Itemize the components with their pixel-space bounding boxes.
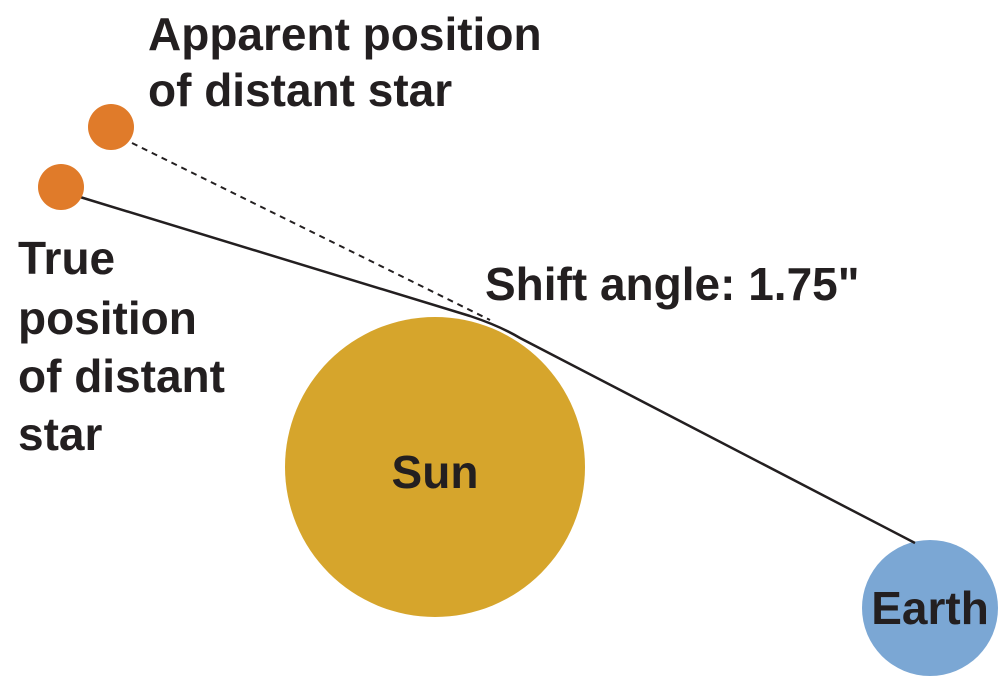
diagram: Apparent position of distant star True p… bbox=[0, 0, 1000, 678]
true-label: position bbox=[18, 292, 197, 344]
true-label: star bbox=[18, 408, 102, 460]
apparent-star bbox=[88, 104, 134, 150]
apparent-label: of distant star bbox=[148, 64, 452, 116]
earth-label: Earth bbox=[871, 582, 989, 634]
true-label: of distant bbox=[18, 350, 225, 402]
apparent-label: Apparent position bbox=[148, 8, 542, 60]
sun-label: Sun bbox=[392, 446, 479, 498]
true-label: True bbox=[18, 232, 115, 284]
shift-angle-label: Shift angle: 1.75" bbox=[485, 258, 860, 310]
true-star bbox=[38, 164, 84, 210]
